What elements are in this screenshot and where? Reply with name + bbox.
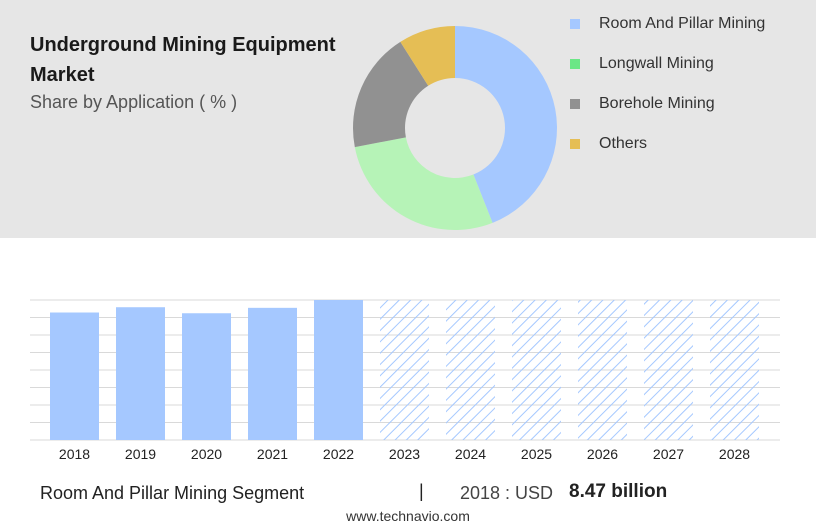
x-tick-label-2021: 2021 — [257, 446, 288, 462]
bar-2021 — [248, 307, 297, 440]
x-tick-label-2019: 2019 — [125, 446, 156, 462]
x-tick-label-2023: 2023 — [389, 446, 420, 462]
footer-segment-label: Room And Pillar Mining Segment — [40, 483, 305, 503]
legend-swatch-others — [570, 139, 580, 149]
bar-forecast-2023 — [380, 300, 429, 440]
footer-year-label: 2018 : USD — [460, 483, 554, 503]
bar-forecast-2025 — [512, 300, 561, 440]
bar-forecast-2026 — [578, 300, 627, 440]
donut-slice-room-and-pillar — [455, 26, 557, 223]
legend-swatch-longwall — [570, 59, 580, 69]
x-tick-label-2028: 2028 — [719, 446, 750, 462]
chart-title: Underground Mining Equipment Market — [30, 34, 336, 86]
legend-item-borehole: Borehole Mining — [568, 94, 715, 114]
legend-item-others: Others — [568, 134, 647, 154]
x-tick-label-2027: 2027 — [653, 446, 684, 462]
legend-swatch-borehole — [570, 99, 580, 109]
donut-chart — [353, 26, 557, 230]
bar-chart: 2018 2019 2020 2021 2022 2023 2024 2025 2026 2027… — [30, 299, 780, 462]
x-tick-label-2025: 2025 — [521, 446, 552, 462]
x-tick-label-2024: 2024 — [455, 446, 486, 462]
legend-label-room-and-pillar: Room And Pillar Mining — [599, 15, 766, 32]
donut-slice-longwall — [354, 137, 493, 230]
source-link[interactable]: www.technavio.com — [346, 508, 470, 524]
footer-value: 8.47 billion — [569, 481, 668, 502]
x-tick-label-2022: 2022 — [323, 446, 354, 462]
legend-swatch-room-and-pillar — [570, 19, 580, 29]
bar-2022 — [314, 300, 363, 440]
x-tick-label-2018: 2018 — [59, 446, 90, 462]
x-tick-label-2026: 2026 — [587, 446, 618, 462]
legend-label-borehole: Borehole Mining — [599, 95, 715, 112]
bar-2018 — [50, 312, 99, 440]
chart-subtitle: Share by Application ( % ) — [30, 92, 238, 112]
legend-label-longwall: Longwall Mining — [599, 55, 714, 72]
bar-forecast-2024 — [446, 300, 495, 440]
bar-forecast-2027 — [644, 300, 693, 440]
bar-forecast-2028 — [710, 300, 759, 440]
legend-item-longwall: Longwall Mining — [568, 54, 714, 74]
legend-item-room-and-pillar: Room And Pillar Mining — [568, 14, 765, 34]
bar-2020 — [182, 313, 231, 440]
x-tick-label-2020: 2020 — [191, 446, 222, 462]
legend-label-others: Others — [599, 135, 648, 152]
donut-slice-others — [400, 26, 455, 86]
bar-2019 — [116, 307, 165, 440]
footer-separator: | — [419, 481, 424, 501]
donut-slice-borehole — [353, 41, 429, 148]
